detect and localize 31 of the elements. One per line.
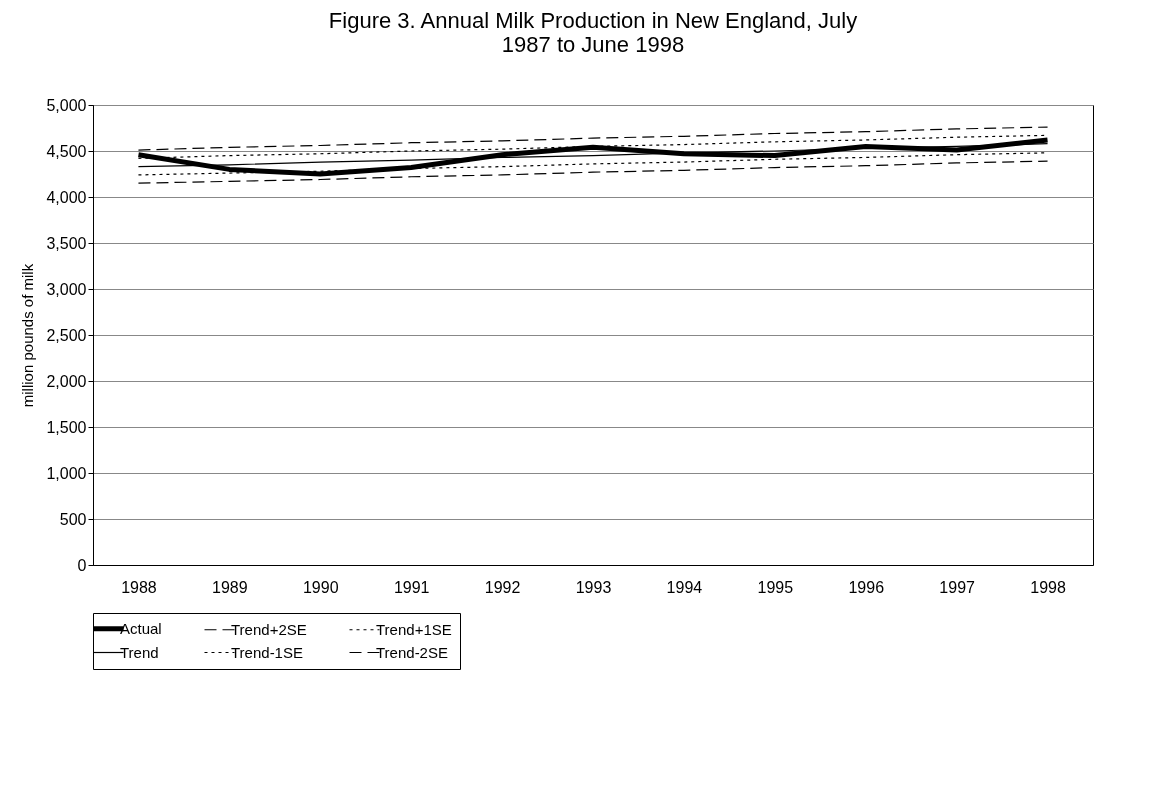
x-tick-label: 1993 bbox=[575, 578, 612, 596]
x-tick-label: 1990 bbox=[302, 578, 339, 596]
y-tick-label: 500 bbox=[59, 510, 87, 528]
y-tick-label: 4,000 bbox=[46, 188, 87, 206]
x-tick-label: 1998 bbox=[1030, 578, 1066, 596]
y-tick-label: 0 bbox=[77, 556, 87, 574]
x-tick-label: 1994 bbox=[666, 578, 703, 596]
legend-label: Trend+1SE bbox=[376, 620, 452, 638]
x-tick-label: 1991 bbox=[393, 578, 430, 596]
legend-label: Trend-1SE bbox=[231, 643, 303, 661]
x-tick-label: 1995 bbox=[757, 578, 794, 596]
y-tick-label: 3,000 bbox=[46, 280, 87, 298]
x-tick-label: 1996 bbox=[848, 578, 885, 596]
x-tick-label: 1997 bbox=[939, 578, 976, 596]
chart-title: Figure 3. Annual Milk Production in New England, July 1987 to June 1998 bbox=[328, 8, 858, 57]
legend-label: Trend-2SE bbox=[376, 643, 448, 661]
y-tick-label: 2,500 bbox=[46, 326, 87, 344]
x-tick-label: 1992 bbox=[484, 578, 521, 596]
y-tick-label: 1,000 bbox=[46, 464, 87, 482]
line-series bbox=[137, 160, 1049, 184]
x-tick-label: 1989 bbox=[212, 578, 248, 596]
y-tick-label: 3,500 bbox=[46, 234, 87, 252]
y-axis-title: million pounds of milk bbox=[19, 263, 37, 408]
legend-label: Actual bbox=[120, 619, 162, 637]
y-tick-label: 4,500 bbox=[46, 142, 87, 160]
y-tick-label: 2,000 bbox=[46, 372, 87, 390]
legend-label: Trend bbox=[120, 643, 159, 661]
y-tick-label: 1,500 bbox=[46, 418, 87, 436]
legend-label: Trend+2SE bbox=[231, 620, 307, 638]
y-tick-label: 5,000 bbox=[46, 96, 87, 114]
x-tick-label: 1988 bbox=[121, 578, 157, 596]
